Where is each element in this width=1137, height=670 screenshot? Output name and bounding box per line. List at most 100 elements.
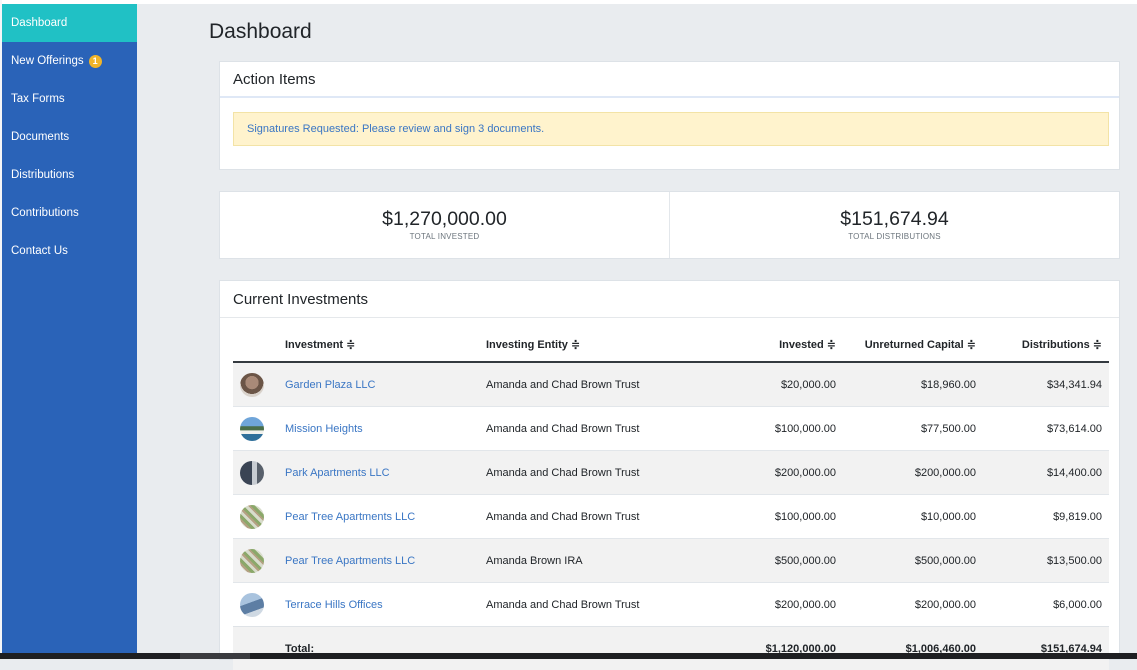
card-header: Current Investments bbox=[220, 281, 1119, 318]
investment-link[interactable]: Pear Tree Apartments LLC bbox=[285, 555, 415, 567]
investment-link[interactable]: Garden Plaza LLC bbox=[285, 379, 376, 391]
table-row: Pear Tree Apartments LLC Amanda and Chad… bbox=[233, 495, 1109, 539]
sidebar: Dashboard New Offerings 1 Tax Forms Docu… bbox=[2, 4, 137, 655]
investment-cell: Mission Heights bbox=[278, 407, 479, 451]
stat-label: TOTAL INVESTED bbox=[410, 232, 480, 241]
total-invested-stat: $1,270,000.00 TOTAL INVESTED bbox=[220, 192, 669, 258]
table-row: Pear Tree Apartments LLC Amanda Brown IR… bbox=[233, 539, 1109, 583]
property-thumbnail bbox=[240, 505, 264, 529]
card-title: Action Items bbox=[220, 71, 329, 88]
sidebar-item-label: Dashboard bbox=[11, 17, 67, 29]
table-row: Garden Plaza LLC Amanda and Chad Brown T… bbox=[233, 362, 1109, 407]
total-label: Total: bbox=[278, 627, 479, 670]
stat-value: $151,674.94 bbox=[840, 209, 948, 230]
invested-cell: $100,000.00 bbox=[683, 495, 843, 539]
entity-cell: Amanda and Chad Brown Trust bbox=[479, 362, 683, 407]
distributions-cell: $34,341.94 bbox=[983, 362, 1109, 407]
property-thumbnail bbox=[240, 373, 264, 397]
unreturned-cell: $10,000.00 bbox=[843, 495, 983, 539]
sidebar-item-label: Documents bbox=[11, 131, 69, 143]
sort-unreturned-header[interactable]: Unreturned Capital ≑ bbox=[843, 327, 983, 362]
investment-link[interactable]: Park Apartments LLC bbox=[285, 467, 390, 479]
thumb-cell bbox=[233, 627, 278, 670]
signature-alert[interactable]: Signatures Requested: Please review and … bbox=[233, 112, 1109, 146]
investment-cell: Garden Plaza LLC bbox=[278, 362, 479, 407]
invested-cell: $100,000.00 bbox=[683, 407, 843, 451]
sidebar-item-label: Contact Us bbox=[11, 245, 68, 257]
entity-cell: Amanda and Chad Brown Trust bbox=[479, 583, 683, 627]
unreturned-cell: $77,500.00 bbox=[843, 407, 983, 451]
total-distributions-stat: $151,674.94 TOTAL DISTRIBUTIONS bbox=[669, 192, 1119, 258]
sort-investment-header[interactable]: Investment ≑ bbox=[278, 327, 479, 362]
invested-cell: $200,000.00 bbox=[683, 583, 843, 627]
distributions-cell: $73,614.00 bbox=[983, 407, 1109, 451]
total-row: Total: $1,120,000.00 $1,006,460.00 $151,… bbox=[233, 627, 1109, 670]
card-header: Action Items bbox=[220, 62, 1119, 98]
thumb-column-header bbox=[233, 327, 278, 362]
notification-badge: 1 bbox=[89, 55, 102, 68]
sort-entity-header[interactable]: Investing Entity ≑ bbox=[479, 327, 683, 362]
stat-label: TOTAL DISTRIBUTIONS bbox=[848, 232, 941, 241]
thumb-cell bbox=[233, 362, 278, 407]
investment-link[interactable]: Pear Tree Apartments LLC bbox=[285, 511, 415, 523]
sidebar-item-label: New Offerings bbox=[11, 55, 84, 67]
invested-cell: $20,000.00 bbox=[683, 362, 843, 407]
sort-invested-header[interactable]: Invested ≑ bbox=[683, 327, 843, 362]
distributions-cell: $9,819.00 bbox=[983, 495, 1109, 539]
sort-distributions-header[interactable]: Distributions ≑ bbox=[983, 327, 1109, 362]
table-row: Mission Heights Amanda and Chad Brown Tr… bbox=[233, 407, 1109, 451]
thumb-cell bbox=[233, 451, 278, 495]
entity-cell bbox=[479, 627, 683, 670]
totals-card: $1,270,000.00 TOTAL INVESTED $151,674.94… bbox=[219, 191, 1120, 259]
main-content: Dashboard Action Items Signatures Reques… bbox=[137, 4, 1137, 655]
entity-cell: Amanda Brown IRA bbox=[479, 539, 683, 583]
investment-cell: Terrace Hills Offices bbox=[278, 583, 479, 627]
sidebar-item-label: Tax Forms bbox=[11, 93, 65, 105]
sidebar-item-documents[interactable]: Documents bbox=[2, 118, 137, 156]
investment-link[interactable]: Terrace Hills Offices bbox=[285, 599, 383, 611]
table-row: Park Apartments LLC Amanda and Chad Brow… bbox=[233, 451, 1109, 495]
investment-cell: Pear Tree Apartments LLC bbox=[278, 495, 479, 539]
action-items-card: Action Items Signatures Requested: Pleas… bbox=[219, 61, 1120, 170]
current-investments-card: Current Investments Investment ≑ Investi… bbox=[219, 280, 1120, 660]
entity-cell: Amanda and Chad Brown Trust bbox=[479, 495, 683, 539]
sidebar-item-label: Distributions bbox=[11, 169, 74, 181]
stat-value: $1,270,000.00 bbox=[382, 209, 507, 230]
property-thumbnail bbox=[240, 549, 264, 573]
invested-cell: $500,000.00 bbox=[683, 539, 843, 583]
thumb-cell bbox=[233, 407, 278, 451]
distributions-cell: $14,400.00 bbox=[983, 451, 1109, 495]
entity-cell: Amanda and Chad Brown Trust bbox=[479, 451, 683, 495]
unreturned-cell: $18,960.00 bbox=[843, 362, 983, 407]
investment-link[interactable]: Mission Heights bbox=[285, 423, 363, 435]
distributions-cell: $13,500.00 bbox=[983, 539, 1109, 583]
sidebar-item-contact-us[interactable]: Contact Us bbox=[2, 232, 137, 270]
total-unreturned-cell: $1,006,460.00 bbox=[843, 627, 983, 670]
sidebar-item-tax-forms[interactable]: Tax Forms bbox=[2, 80, 137, 118]
sidebar-item-dashboard[interactable]: Dashboard bbox=[2, 4, 137, 42]
sidebar-item-label: Contributions bbox=[11, 207, 79, 219]
investment-cell: Park Apartments LLC bbox=[278, 451, 479, 495]
sidebar-item-new-offerings[interactable]: New Offerings 1 bbox=[2, 42, 137, 80]
total-invested-cell: $1,120,000.00 bbox=[683, 627, 843, 670]
bottom-bar-segment bbox=[180, 653, 250, 659]
investment-cell: Pear Tree Apartments LLC bbox=[278, 539, 479, 583]
thumb-cell bbox=[233, 539, 278, 583]
page-title: Dashboard bbox=[209, 20, 312, 44]
invested-cell: $200,000.00 bbox=[683, 451, 843, 495]
table-header-row: Investment ≑ Investing Entity ≑ Invested… bbox=[233, 327, 1109, 362]
sidebar-item-contributions[interactable]: Contributions bbox=[2, 194, 137, 232]
distributions-cell: $6,000.00 bbox=[983, 583, 1109, 627]
sidebar-item-distributions[interactable]: Distributions bbox=[2, 156, 137, 194]
card-title: Current Investments bbox=[220, 291, 381, 308]
property-thumbnail bbox=[240, 417, 264, 441]
bottom-bar bbox=[0, 653, 1137, 659]
table-row: Terrace Hills Offices Amanda and Chad Br… bbox=[233, 583, 1109, 627]
unreturned-cell: $200,000.00 bbox=[843, 583, 983, 627]
property-thumbnail bbox=[240, 461, 264, 485]
investments-table: Investment ≑ Investing Entity ≑ Invested… bbox=[233, 327, 1109, 670]
thumb-cell bbox=[233, 495, 278, 539]
unreturned-cell: $200,000.00 bbox=[843, 451, 983, 495]
unreturned-cell: $500,000.00 bbox=[843, 539, 983, 583]
total-distributions-cell: $151,674.94 bbox=[983, 627, 1109, 670]
